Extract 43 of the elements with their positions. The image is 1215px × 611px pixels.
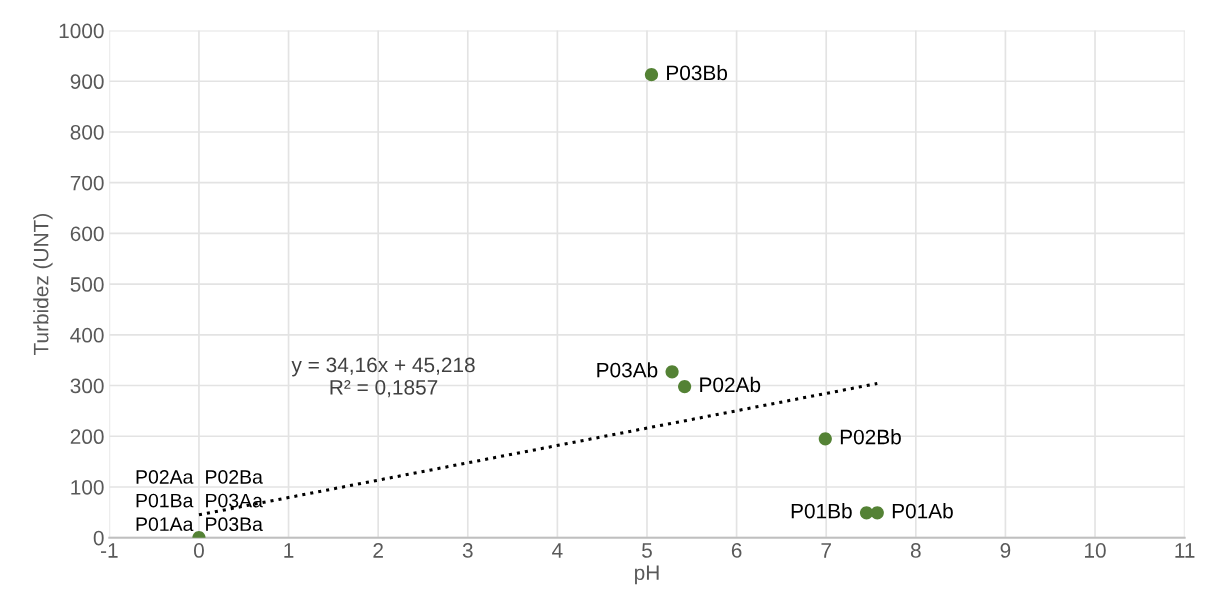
annotation: P01Ab <box>892 503 953 519</box>
x-tick-label: 8 <box>910 543 921 558</box>
y-tick-label: 600 <box>70 226 104 242</box>
annotation: P01Aa <box>136 517 194 532</box>
annotation: P01Ba <box>136 493 194 508</box>
x-tick-label: 11 <box>1175 543 1195 558</box>
x-tick-label: 1 <box>284 543 294 558</box>
x-tick-label: 2 <box>373 543 383 558</box>
x-tick-label: 9 <box>1000 543 1011 558</box>
y-tick-label: 1000 <box>59 23 104 39</box>
x-tick-label: 0 <box>193 543 204 558</box>
x-tick-label: 6 <box>731 543 742 558</box>
x-axis-title: pH <box>635 565 659 585</box>
x-tick-label: 3 <box>462 543 473 558</box>
point <box>665 365 679 379</box>
x-tick-label: 4 <box>552 543 563 558</box>
annotation: y = 34,16x + 45,218 R² = 0,1857 <box>291 357 475 398</box>
annotation: P02Aa <box>136 470 194 484</box>
annotation: P02Bb <box>840 429 901 445</box>
annotation: P03Ba <box>206 517 263 532</box>
point <box>678 379 692 394</box>
x-tick-label: 7 <box>821 543 831 558</box>
y-tick-label: 100 <box>71 479 104 495</box>
y-tick-label: 400 <box>70 327 104 343</box>
y-tick-label: 300 <box>70 378 104 394</box>
point <box>644 68 659 82</box>
y-tick-label: 500 <box>70 277 104 292</box>
annotation: P03Aa <box>206 493 263 508</box>
y-tick-label: 800 <box>70 124 104 140</box>
point <box>818 432 832 446</box>
x-tick-label: 5 <box>642 543 652 558</box>
annotation: P03Bb <box>667 64 728 81</box>
x-tick-label: 10 <box>1085 543 1106 558</box>
annotation: P02Ab <box>700 376 761 393</box>
y-tick-label: 700 <box>70 175 104 191</box>
y-axis-title: Turbidez (UNT) <box>33 214 53 356</box>
annotation: P01Bb <box>791 503 852 519</box>
annotation: P03Ab <box>597 362 658 378</box>
point <box>870 506 884 520</box>
annotation: P02Ba <box>206 470 263 484</box>
y-tick-label: 200 <box>70 429 104 445</box>
y-tick-label: 900 <box>70 74 104 90</box>
point <box>859 506 874 520</box>
